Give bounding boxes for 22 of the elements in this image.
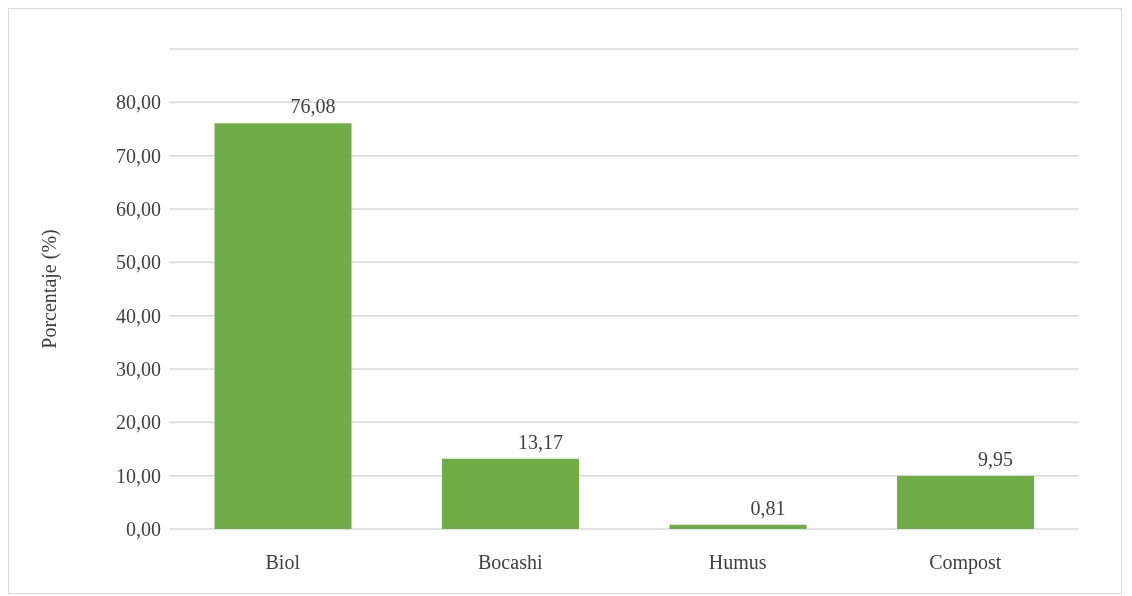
y-tick-label: 10,00 <box>116 464 161 487</box>
y-tick-label: 0,00 <box>126 518 161 541</box>
y-axis-title: Porcentaje (%) <box>38 229 62 349</box>
data-label: 76,08 <box>290 95 336 118</box>
x-tick-label: Compost <box>929 551 1002 575</box>
y-tick-label: 70,00 <box>116 144 161 167</box>
data-label: 9,95 <box>978 447 1013 470</box>
bar <box>669 524 807 529</box>
y-tick-label: 40,00 <box>116 304 161 327</box>
y-tick-label: 20,00 <box>116 411 161 434</box>
x-tick-label: Humus <box>708 551 767 574</box>
y-tick-label: 80,00 <box>116 91 161 114</box>
bar <box>214 123 352 529</box>
x-tick-label: Biol <box>265 551 301 574</box>
bar <box>442 458 579 529</box>
data-label: 13,17 <box>518 430 563 453</box>
y-tick-label: 60,00 <box>116 198 161 221</box>
y-tick-label: 50,00 <box>116 251 161 274</box>
y-tick-label: 30,00 <box>116 358 161 381</box>
bar <box>897 475 1034 529</box>
x-tick-label: Bocashi <box>478 551 543 574</box>
data-label: 0,81 <box>750 496 786 519</box>
